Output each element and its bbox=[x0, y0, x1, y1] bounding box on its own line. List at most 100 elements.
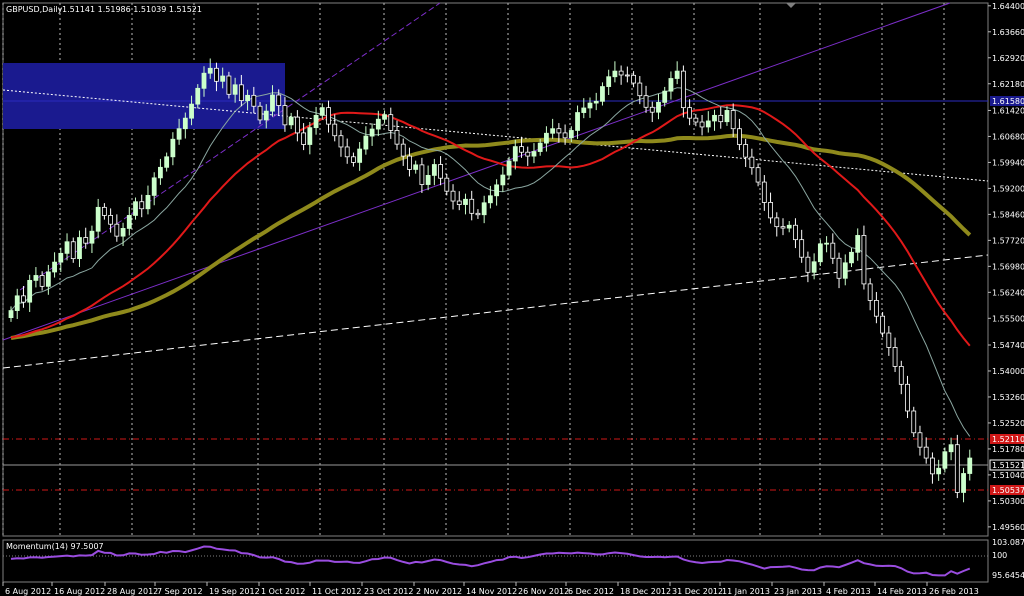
price-tick-label: 1.52520 bbox=[992, 419, 1024, 428]
bull-candle bbox=[967, 457, 973, 474]
time-tick-label: 31 Dec 2012 bbox=[672, 587, 723, 596]
time-tick-label: 14 Nov 2012 bbox=[466, 587, 517, 596]
bear-candle bbox=[768, 202, 773, 219]
bear-candle bbox=[886, 332, 892, 348]
level-lower-label: 1.50537 bbox=[992, 486, 1024, 495]
bear-candle bbox=[687, 107, 693, 119]
bull-candle bbox=[52, 261, 57, 273]
price-tick-label: 1.61420 bbox=[992, 106, 1024, 115]
shift-marker-icon[interactable] bbox=[786, 3, 796, 8]
moving-average-mid bbox=[10, 104, 971, 347]
bear-candle bbox=[456, 200, 462, 205]
bull-candle bbox=[182, 117, 188, 130]
price-tick-label: 1.51040 bbox=[992, 471, 1024, 480]
bear-candle bbox=[761, 181, 767, 203]
price-tick-label: 1.53260 bbox=[992, 393, 1024, 402]
bear-candle bbox=[730, 110, 736, 130]
bear-candle bbox=[836, 257, 842, 279]
bull-candle bbox=[369, 128, 375, 137]
price-tick-label: 1.63660 bbox=[992, 28, 1024, 37]
bull-candle bbox=[207, 67, 213, 74]
price-tick-label: 1.57720 bbox=[992, 236, 1024, 245]
bull-candle bbox=[220, 75, 226, 82]
price-tick-label: 1.59940 bbox=[992, 158, 1024, 167]
price-tick-label: 1.62180 bbox=[992, 80, 1024, 89]
bull-candle bbox=[606, 76, 612, 87]
bear-candle bbox=[649, 106, 655, 113]
bear-candle bbox=[861, 235, 867, 285]
dashed-support-trendline bbox=[2, 254, 989, 369]
bear-candle bbox=[637, 82, 643, 97]
bear-candle bbox=[805, 256, 811, 273]
bear-candle bbox=[923, 446, 929, 459]
price-axis: 1.64400 1.63660 1.62920 1.62180 1.61420 1.606… bbox=[988, 2, 1024, 580]
bull-candle bbox=[705, 120, 711, 128]
time-tick-label: 11 Jan 2013 bbox=[722, 587, 770, 596]
bull-candle bbox=[668, 78, 674, 92]
bear-candle bbox=[699, 121, 705, 128]
bull-candle bbox=[786, 224, 792, 229]
bull-candle bbox=[151, 177, 157, 196]
bear-candle bbox=[226, 75, 232, 95]
bull-candle bbox=[431, 164, 437, 176]
bull-candle bbox=[145, 195, 151, 210]
bear-candle bbox=[737, 128, 742, 145]
bull-candle bbox=[575, 112, 580, 131]
bull-candle bbox=[58, 252, 64, 263]
bull-candle bbox=[842, 262, 848, 279]
purple-channel-line bbox=[2, 2, 951, 341]
time-tick-label: 19 Sep 2012 bbox=[209, 587, 260, 596]
bear-candle bbox=[917, 432, 923, 448]
bull-candle bbox=[126, 215, 132, 229]
bear-candle bbox=[898, 366, 904, 385]
bull-candle bbox=[176, 128, 182, 140]
price-tick-label: 1.54000 bbox=[992, 367, 1024, 376]
bear-candle bbox=[332, 123, 338, 137]
bull-candle bbox=[656, 101, 661, 113]
momentum-tick-label: 100 bbox=[992, 551, 1007, 560]
bull-candle bbox=[936, 467, 942, 475]
price-tick-label: 1.60680 bbox=[992, 132, 1024, 141]
bull-candle bbox=[811, 261, 817, 273]
bear-candle bbox=[624, 74, 630, 77]
bull-candle bbox=[544, 132, 549, 144]
bear-candle bbox=[351, 156, 356, 163]
price-tick-label: 1.62920 bbox=[992, 54, 1024, 63]
bear-candle bbox=[631, 74, 636, 84]
level-lower-label-box bbox=[990, 485, 1024, 495]
bull-candle bbox=[133, 201, 138, 216]
bear-candle bbox=[749, 156, 755, 169]
bull-candle bbox=[849, 251, 854, 264]
bear-candle bbox=[214, 67, 219, 82]
bull-candle bbox=[948, 444, 954, 453]
bear-candle bbox=[880, 315, 886, 334]
bull-candle bbox=[201, 72, 207, 89]
bull-candle bbox=[600, 86, 605, 102]
bull-candle bbox=[14, 295, 20, 311]
bear-candle bbox=[238, 84, 244, 102]
price-tick-label: 1.59200 bbox=[992, 184, 1024, 193]
bull-candle bbox=[587, 102, 593, 109]
bear-candle bbox=[780, 226, 786, 229]
bull-candle bbox=[824, 242, 829, 245]
bull-candle bbox=[319, 107, 325, 116]
level-upper-label: 1.52110 bbox=[992, 435, 1024, 444]
bear-candle bbox=[693, 117, 699, 123]
bull-candle bbox=[120, 228, 126, 237]
time-tick-label: 28 Aug 2012 bbox=[107, 587, 158, 596]
bear-candle bbox=[139, 201, 145, 210]
bear-candle bbox=[400, 143, 406, 157]
bull-candle bbox=[463, 198, 468, 205]
bull-candle bbox=[581, 107, 587, 113]
bull-candle bbox=[674, 70, 680, 79]
bear-candle bbox=[743, 144, 749, 158]
price-tick-label: 1.51780 bbox=[992, 445, 1024, 454]
bear-candle bbox=[799, 239, 805, 258]
bear-candle bbox=[114, 223, 120, 237]
bull-candle bbox=[270, 94, 275, 112]
bull-candle bbox=[712, 114, 717, 122]
time-tick-label: 26 Nov 2012 bbox=[518, 587, 569, 596]
time-tick-label: 23 Oct 2012 bbox=[364, 587, 413, 596]
bear-candle bbox=[39, 275, 45, 287]
